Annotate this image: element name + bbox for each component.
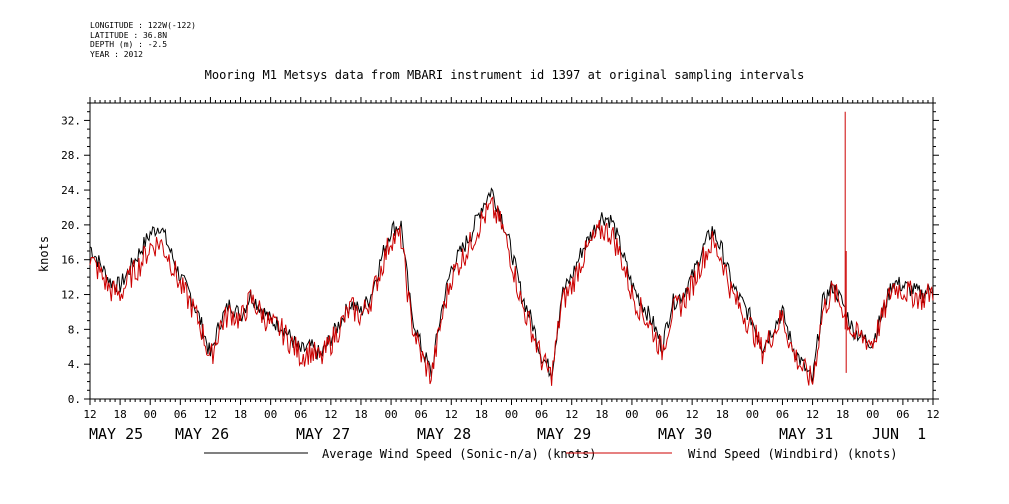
x-tick-label: 12 [324, 408, 337, 421]
x-tick-label: 00 [505, 408, 518, 421]
depth-text: DEPTH (m) : -2.5 [90, 40, 168, 49]
y-tick-label: 24. [61, 184, 81, 197]
x-day-label: MAY 31 [779, 425, 833, 443]
y-tick-label: 12. [61, 289, 81, 302]
y-tick-label: 20. [61, 219, 81, 232]
x-day-label: MAY 28 [417, 425, 471, 443]
x-tick-label: 18 [595, 408, 608, 421]
x-day-label: JUN 1 [872, 425, 926, 443]
y-axis: 0. 4. 8. 12. 16. 20. 24. 28. 32. [61, 102, 939, 406]
x-tick-label: 12 [806, 408, 819, 421]
x-day-label: MAY 29 [537, 425, 591, 443]
x-day-label: MAY 25 [89, 425, 143, 443]
x-tick-label: 12 [686, 408, 699, 421]
x-tick-label: 12 [926, 408, 939, 421]
x-tick-label: 12 [565, 408, 578, 421]
x-tick-label: 12 [204, 408, 217, 421]
x-tick-label: 00 [746, 408, 759, 421]
x-tick-label: 06 [655, 408, 668, 421]
x-day-label: MAY 27 [296, 425, 350, 443]
x-tick-label: 06 [896, 408, 909, 421]
y-tick-label: 4. [68, 358, 81, 371]
legend-red-label: Wind Speed (Windbird) (knots) [688, 447, 898, 461]
x-tick-label: 06 [174, 408, 187, 421]
legend: Average Wind Speed (Sonic-n/a) (knots) W… [204, 447, 898, 461]
longitude-text: LONGITUDE : 122W(-122) [90, 21, 196, 30]
y-tick-label: 16. [61, 254, 81, 267]
y-tick-label: 28. [61, 149, 81, 162]
x-tick-label: 18 [475, 408, 488, 421]
x-day-label: MAY 30 [658, 425, 712, 443]
x-tick-label: 06 [776, 408, 789, 421]
x-tick-label: 00 [625, 408, 638, 421]
y-tick-label: 8. [68, 323, 81, 336]
x-tick-label: 12 [445, 408, 458, 421]
latitude-text: LATITUDE : 36.8N [90, 30, 168, 40]
x-tick-label: 06 [415, 408, 428, 421]
metadata-block: LONGITUDE : 122W(-122) LATITUDE : 36.8N … [90, 21, 196, 59]
series-group [89, 111, 934, 386]
x-tick-label: 00 [866, 408, 879, 421]
legend-black-label: Average Wind Speed (Sonic-n/a) (knots) [322, 447, 597, 461]
x-tick-label: 18 [234, 408, 247, 421]
y-tick-label: 0. [68, 393, 81, 406]
x-tick-label: 06 [535, 408, 548, 421]
x-tick-label: 18 [113, 408, 126, 421]
x-tick-label: 06 [294, 408, 307, 421]
x-tick-label: 18 [354, 408, 367, 421]
x-tick-label: 18 [836, 408, 849, 421]
x-tick-label: 00 [144, 408, 157, 421]
x-tick-label: 00 [384, 408, 397, 421]
y-axis-label: knots [37, 236, 51, 272]
chart-title: Mooring M1 Metsys data from MBARI instru… [204, 68, 805, 82]
x-day-label: MAY 26 [175, 425, 229, 443]
x-tick-label: 00 [264, 408, 277, 421]
y-tick-label: 32. [61, 114, 81, 127]
x-tick-label: 18 [716, 408, 729, 421]
x-tick-label: 12 [83, 408, 96, 421]
series-line-windbird [89, 196, 934, 386]
x-axis: 12 18 00 06 12 18 00 06 12 18 00 06 12 18 00 06 12 18 00 06… [83, 408, 939, 443]
year-text: YEAR : 2012 [90, 49, 143, 59]
series-line-average-wind [89, 187, 934, 384]
